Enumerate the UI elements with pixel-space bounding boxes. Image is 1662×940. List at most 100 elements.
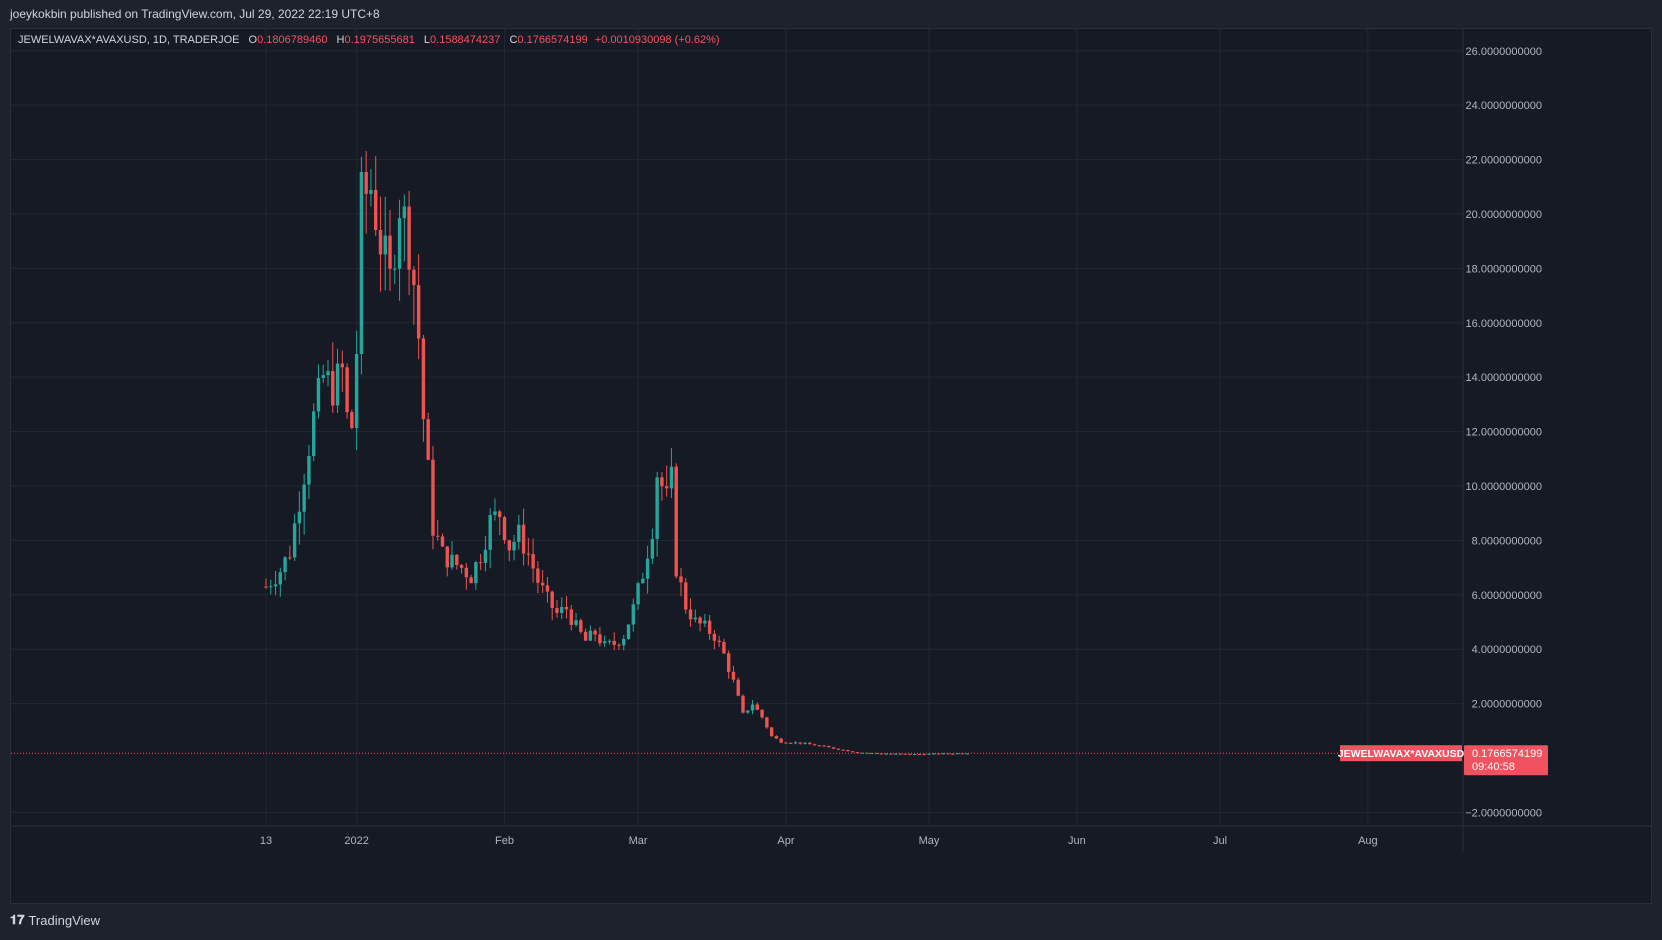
candle-body [784, 742, 788, 744]
ohlc-legend: JEWELWAVAX*AVAXUSD, 1D, TRADERJOE O0.180… [18, 34, 720, 46]
candle-body [779, 738, 783, 743]
candle-body [369, 189, 373, 194]
y-tick-label: 4.0000000000 [1472, 644, 1542, 656]
candle-body [574, 620, 578, 625]
candle-body [674, 466, 678, 577]
candle-body [698, 617, 702, 624]
candle-body [870, 752, 874, 754]
candle-body [297, 511, 302, 524]
candle-body [316, 377, 321, 412]
y-tick-label: −2.0000000000 [1465, 807, 1542, 819]
candle-body [459, 564, 464, 568]
high-label: H [336, 34, 345, 46]
candle-body [889, 753, 893, 755]
candle-body [707, 620, 712, 634]
y-tick-label: 24.0000000000 [1466, 100, 1542, 112]
candle-body [817, 745, 822, 747]
candle-body [579, 620, 583, 632]
candle-body [283, 557, 287, 573]
candle-body [660, 477, 664, 487]
publish-info: joeykokbin published on TradingView.com,… [10, 7, 380, 21]
candle-body [793, 742, 798, 744]
candle-body [884, 753, 888, 755]
last-price-value: 0.1766574199 [1472, 748, 1542, 760]
candle-body [521, 524, 526, 554]
last-price-tag [1464, 745, 1548, 776]
candle-body [312, 411, 316, 457]
candle-body [846, 750, 850, 752]
candle-body [288, 557, 292, 559]
candle-body [669, 466, 674, 489]
candle-body [922, 754, 926, 756]
change-value: +0.0010930098 (+0.62%) [594, 34, 720, 46]
x-tick-label: Feb [495, 835, 514, 847]
candle-body [684, 582, 688, 610]
candle-body [340, 363, 345, 368]
candle-body [388, 235, 392, 269]
candle-body [583, 631, 588, 641]
candle-body [965, 753, 969, 755]
y-tick-label: 2.0000000000 [1472, 699, 1542, 711]
candle-body [760, 709, 764, 718]
candle-body [502, 517, 507, 541]
candle-body [736, 679, 740, 696]
candle-body [331, 371, 335, 406]
candle-body [545, 585, 550, 592]
candle-body [612, 640, 616, 645]
x-tick-label: May [919, 835, 940, 847]
candle-body [765, 717, 769, 728]
candle-body [416, 285, 421, 339]
candle-body [483, 549, 488, 563]
candle-body [564, 606, 569, 610]
publish-bar: joeykokbin published on TradingView.com,… [0, 0, 1662, 28]
candle-body [893, 753, 898, 755]
candle-body [641, 578, 645, 584]
candle-body [860, 752, 864, 754]
x-tick-label: Mar [629, 835, 648, 847]
candle-body [321, 375, 325, 378]
candle-body [540, 582, 545, 586]
candle-body [927, 753, 931, 755]
candle-body [822, 745, 826, 747]
candle-body [455, 554, 459, 565]
close-value: 0.1766574199 [517, 34, 588, 46]
symbol-info: JEWELWAVAX*AVAXUSD, 1D, TRADERJOE [18, 34, 240, 46]
x-tick-label: 2022 [344, 835, 368, 847]
candle-body [445, 546, 449, 568]
y-tick-label: 16.0000000000 [1466, 318, 1542, 330]
candle-body [302, 484, 306, 512]
candle-body [712, 633, 717, 641]
candle-body [645, 558, 650, 579]
candle-body [688, 609, 693, 620]
candle-body [726, 653, 731, 672]
candle-body [478, 562, 483, 564]
candle-body [421, 338, 426, 420]
candle-body [598, 634, 602, 644]
candle-body [269, 586, 273, 588]
candle-body [307, 456, 311, 485]
x-tick-label: Jun [1068, 835, 1086, 847]
open-label: O [248, 34, 258, 46]
candle-body [631, 604, 635, 625]
y-tick-label: 14.0000000000 [1466, 372, 1542, 384]
candle-body [741, 695, 745, 713]
candle-body [354, 353, 359, 428]
candle-body [278, 572, 283, 585]
low-label: L [423, 34, 431, 46]
x-tick-label: 13 [260, 835, 272, 847]
x-tick-label: Aug [1358, 835, 1378, 847]
candle-body [560, 606, 564, 613]
candle-body [812, 744, 817, 746]
candle-body [378, 230, 383, 255]
candle-body [898, 753, 903, 755]
candle-body [335, 363, 340, 406]
candle-body [731, 671, 736, 680]
y-tick-label: 18.0000000000 [1466, 263, 1542, 275]
candle-body [913, 753, 917, 755]
candle-body [531, 554, 535, 569]
y-tick-label: 6.0000000000 [1472, 590, 1542, 602]
candle-body [951, 753, 955, 755]
y-tick-label: 12.0000000000 [1466, 427, 1542, 439]
candle-body [908, 753, 912, 755]
